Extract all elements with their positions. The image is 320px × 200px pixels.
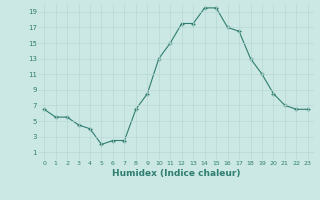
X-axis label: Humidex (Indice chaleur): Humidex (Indice chaleur) — [112, 169, 240, 178]
